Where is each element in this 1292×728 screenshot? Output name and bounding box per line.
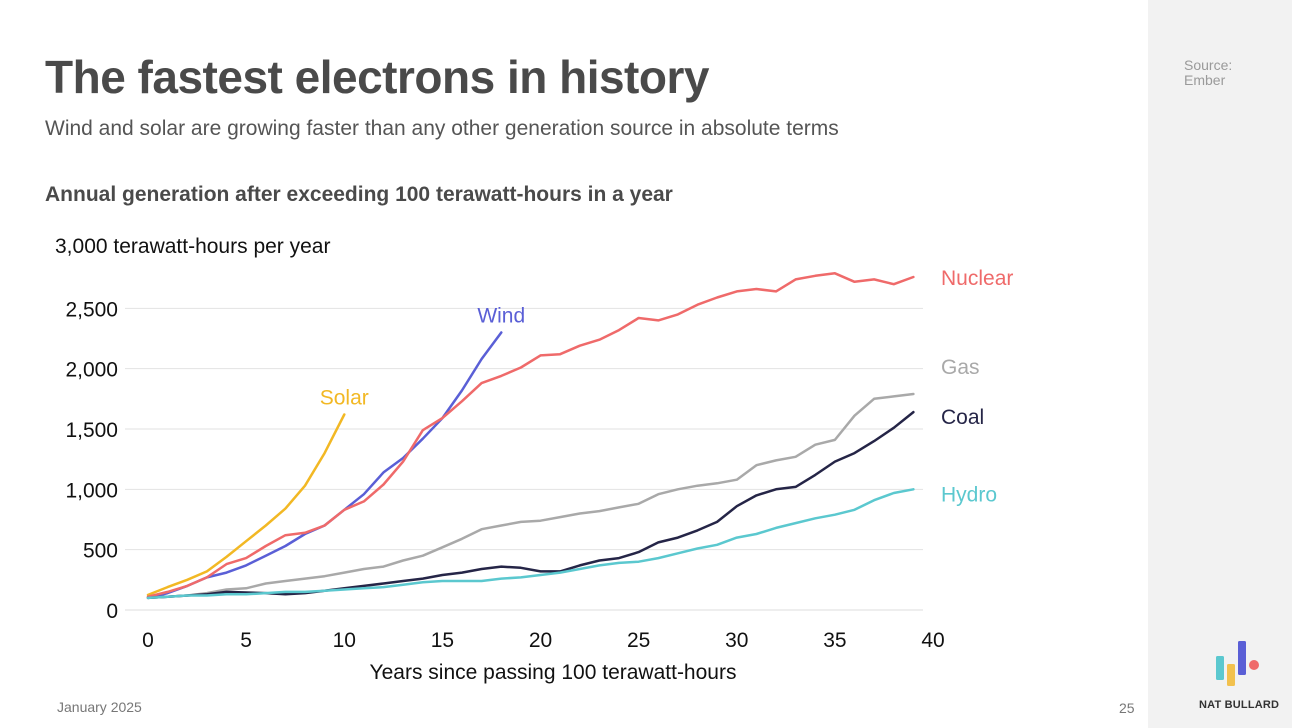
logo-bar-blue xyxy=(1238,641,1246,675)
y-tick-label: 500 xyxy=(83,540,118,563)
line-chart: 0 500 1,000 1,500 2,000 2,500 3,000 terawatt-h… xyxy=(55,235,1013,684)
logo-bar-yellow xyxy=(1227,664,1235,686)
page-number: 25 xyxy=(1119,700,1135,716)
x-tick-label: 0 xyxy=(142,629,154,652)
series-line-nuclear xyxy=(146,272,915,598)
slide-main: The fastest electrons in history Wind an… xyxy=(45,51,1135,716)
source-note: Source: Ember xyxy=(1184,58,1274,88)
y-tick-label: 2,500 xyxy=(65,298,118,321)
chart-title: Annual generation after exceeding 100 te… xyxy=(45,183,673,206)
brand-name: NAT BULLARD xyxy=(1199,699,1280,711)
right-sidebar xyxy=(1148,0,1292,728)
series-line-coal xyxy=(146,410,915,600)
x-tick-label: 30 xyxy=(725,629,748,652)
series-label-hydro: Hydro xyxy=(941,483,997,506)
series-line-wind xyxy=(146,331,503,600)
series-line-gas xyxy=(146,392,915,600)
logo-dot-red xyxy=(1249,660,1259,670)
x-tick-label: 15 xyxy=(431,629,454,652)
y-axis-label: 3,000 terawatt-hours per year xyxy=(55,235,330,258)
series-label-solar: Solar xyxy=(320,387,369,410)
x-tick-label: 25 xyxy=(627,629,650,652)
y-tick-label: 1,000 xyxy=(65,479,118,502)
brand-logo-icon xyxy=(1216,641,1259,686)
y-tick-label: 2,000 xyxy=(65,359,118,382)
series-line-hydro xyxy=(146,488,915,600)
series-line-solar xyxy=(146,413,346,597)
logo-bar-teal xyxy=(1216,656,1224,680)
source-label: Source: xyxy=(1184,57,1233,73)
x-tick-label: 20 xyxy=(529,629,552,652)
x-tick-label: 10 xyxy=(333,629,356,652)
series-label-gas: Gas xyxy=(941,356,980,379)
page-subtitle: Wind and solar are growing faster than a… xyxy=(45,117,839,140)
x-axis-label: Years since passing 100 terawatt-hours xyxy=(370,661,737,684)
series-label-coal: Coal xyxy=(941,406,984,429)
x-tick-label: 35 xyxy=(823,629,846,652)
source-name: Ember xyxy=(1184,72,1226,88)
series-label-nuclear: Nuclear xyxy=(941,267,1013,290)
footer-date: January 2025 xyxy=(57,699,142,715)
x-tick-label: 40 xyxy=(921,629,944,652)
page-title: The fastest electrons in history xyxy=(45,51,709,103)
x-tick-label: 5 xyxy=(240,629,252,652)
y-tick-label: 1,500 xyxy=(65,419,118,442)
series-label-wind: Wind xyxy=(477,304,525,327)
y-tick-label: 0 xyxy=(106,600,118,623)
